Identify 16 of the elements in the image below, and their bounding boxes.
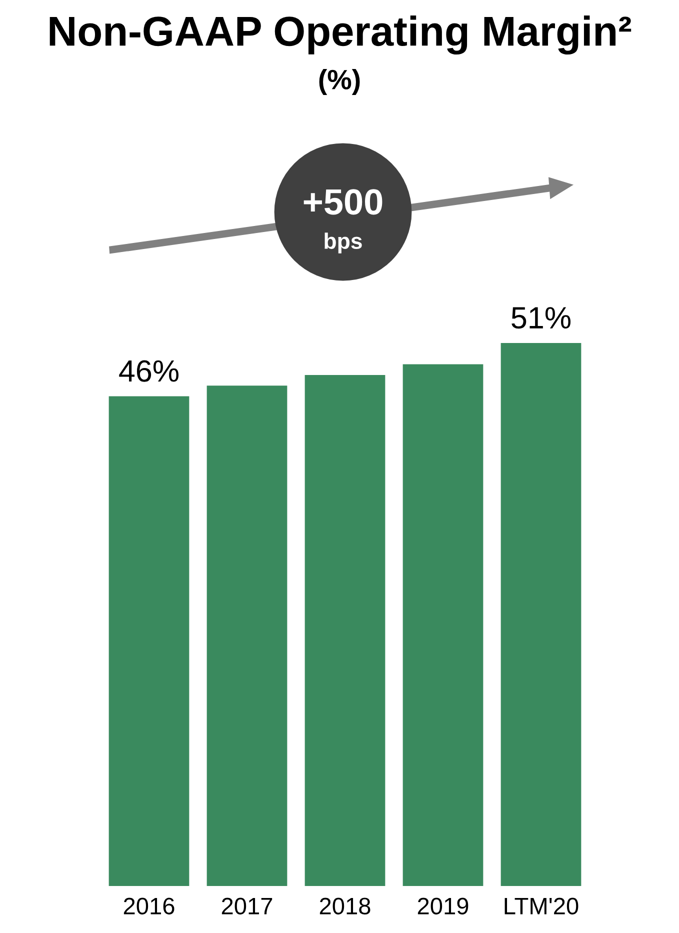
data-label: 51% [512, 307, 570, 329]
x-tick-label: 2016 [124, 898, 174, 914]
text: +500 [304, 189, 382, 215]
text: bps [324, 232, 362, 254]
bar [304, 374, 386, 886]
x-tick-label: LTM'20 [504, 898, 578, 914]
bar [108, 396, 190, 886]
x-tick-label: 2019 [418, 898, 468, 914]
x-tick-label: 2018 [320, 898, 370, 914]
bar [500, 343, 582, 886]
bar [206, 386, 288, 886]
chart-title: Non-GAAP Operating Margin² [50, 15, 632, 55]
data-label: 46% [119, 360, 178, 382]
bar [402, 364, 484, 886]
chart-subtitle: (%) [319, 69, 360, 95]
x-tick-label: 2017 [222, 898, 272, 914]
